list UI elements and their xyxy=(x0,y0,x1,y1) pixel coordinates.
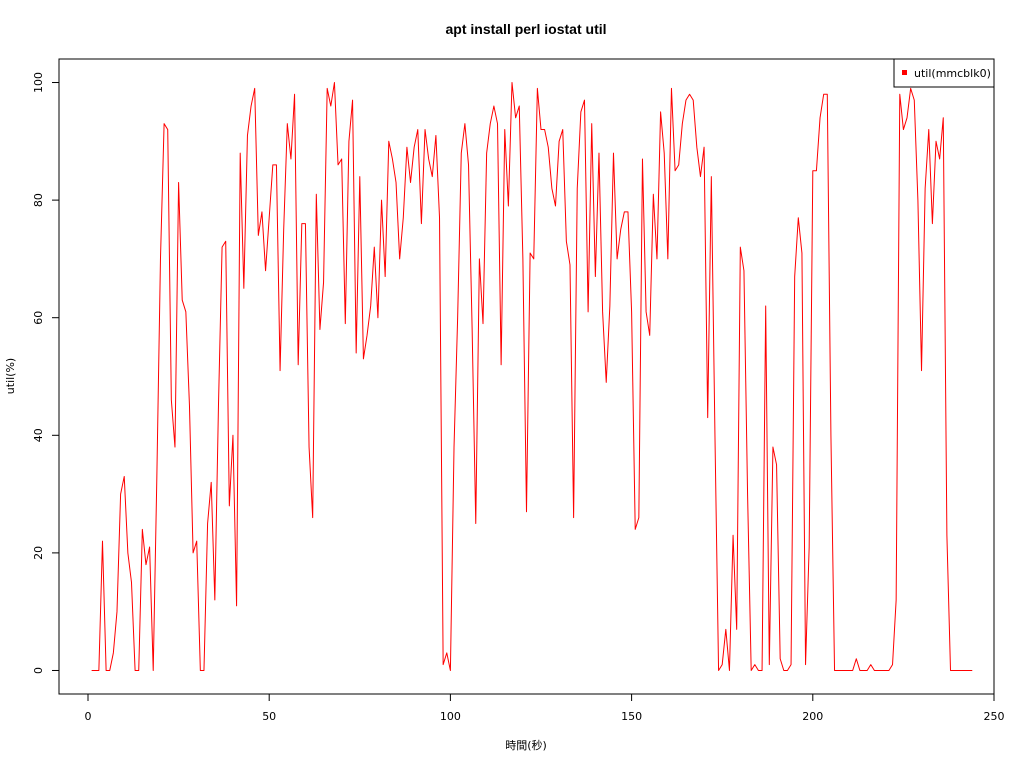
y-tick-label: 0 xyxy=(32,667,45,674)
legend-entry-util-mmcblk0: util(mmcblk0) xyxy=(914,67,991,80)
x-tick-label: 100 xyxy=(440,710,461,723)
x-tick-label: 250 xyxy=(984,710,1005,723)
x-tick-label: 200 xyxy=(802,710,823,723)
y-tick-label: 80 xyxy=(32,193,45,207)
legend-box xyxy=(893,58,995,88)
series-group xyxy=(91,82,973,671)
y-tick-label: 60 xyxy=(32,311,45,325)
y-tick-label: 20 xyxy=(32,546,45,560)
x-tick-label: 150 xyxy=(621,710,642,723)
series-line-util-mmcblk0 xyxy=(91,82,973,671)
y-tick-label: 40 xyxy=(32,428,45,442)
plot-area-border xyxy=(58,58,995,695)
x-axis: 0 50 100 150 200 250 xyxy=(84,693,1005,723)
x-tick-label: 50 xyxy=(262,710,276,723)
y-axis: 0 20 40 60 80 100 xyxy=(32,72,60,674)
x-axis-label: 時間(秒) xyxy=(505,738,547,752)
chart-title: apt install perl iostat util xyxy=(445,21,606,37)
y-tick-label: 100 xyxy=(32,72,45,93)
legend-swatch xyxy=(902,70,907,75)
y-axis-label: util(%) xyxy=(4,358,17,394)
legend: util(mmcblk0) xyxy=(893,58,995,88)
x-tick-label: 0 xyxy=(84,710,91,723)
